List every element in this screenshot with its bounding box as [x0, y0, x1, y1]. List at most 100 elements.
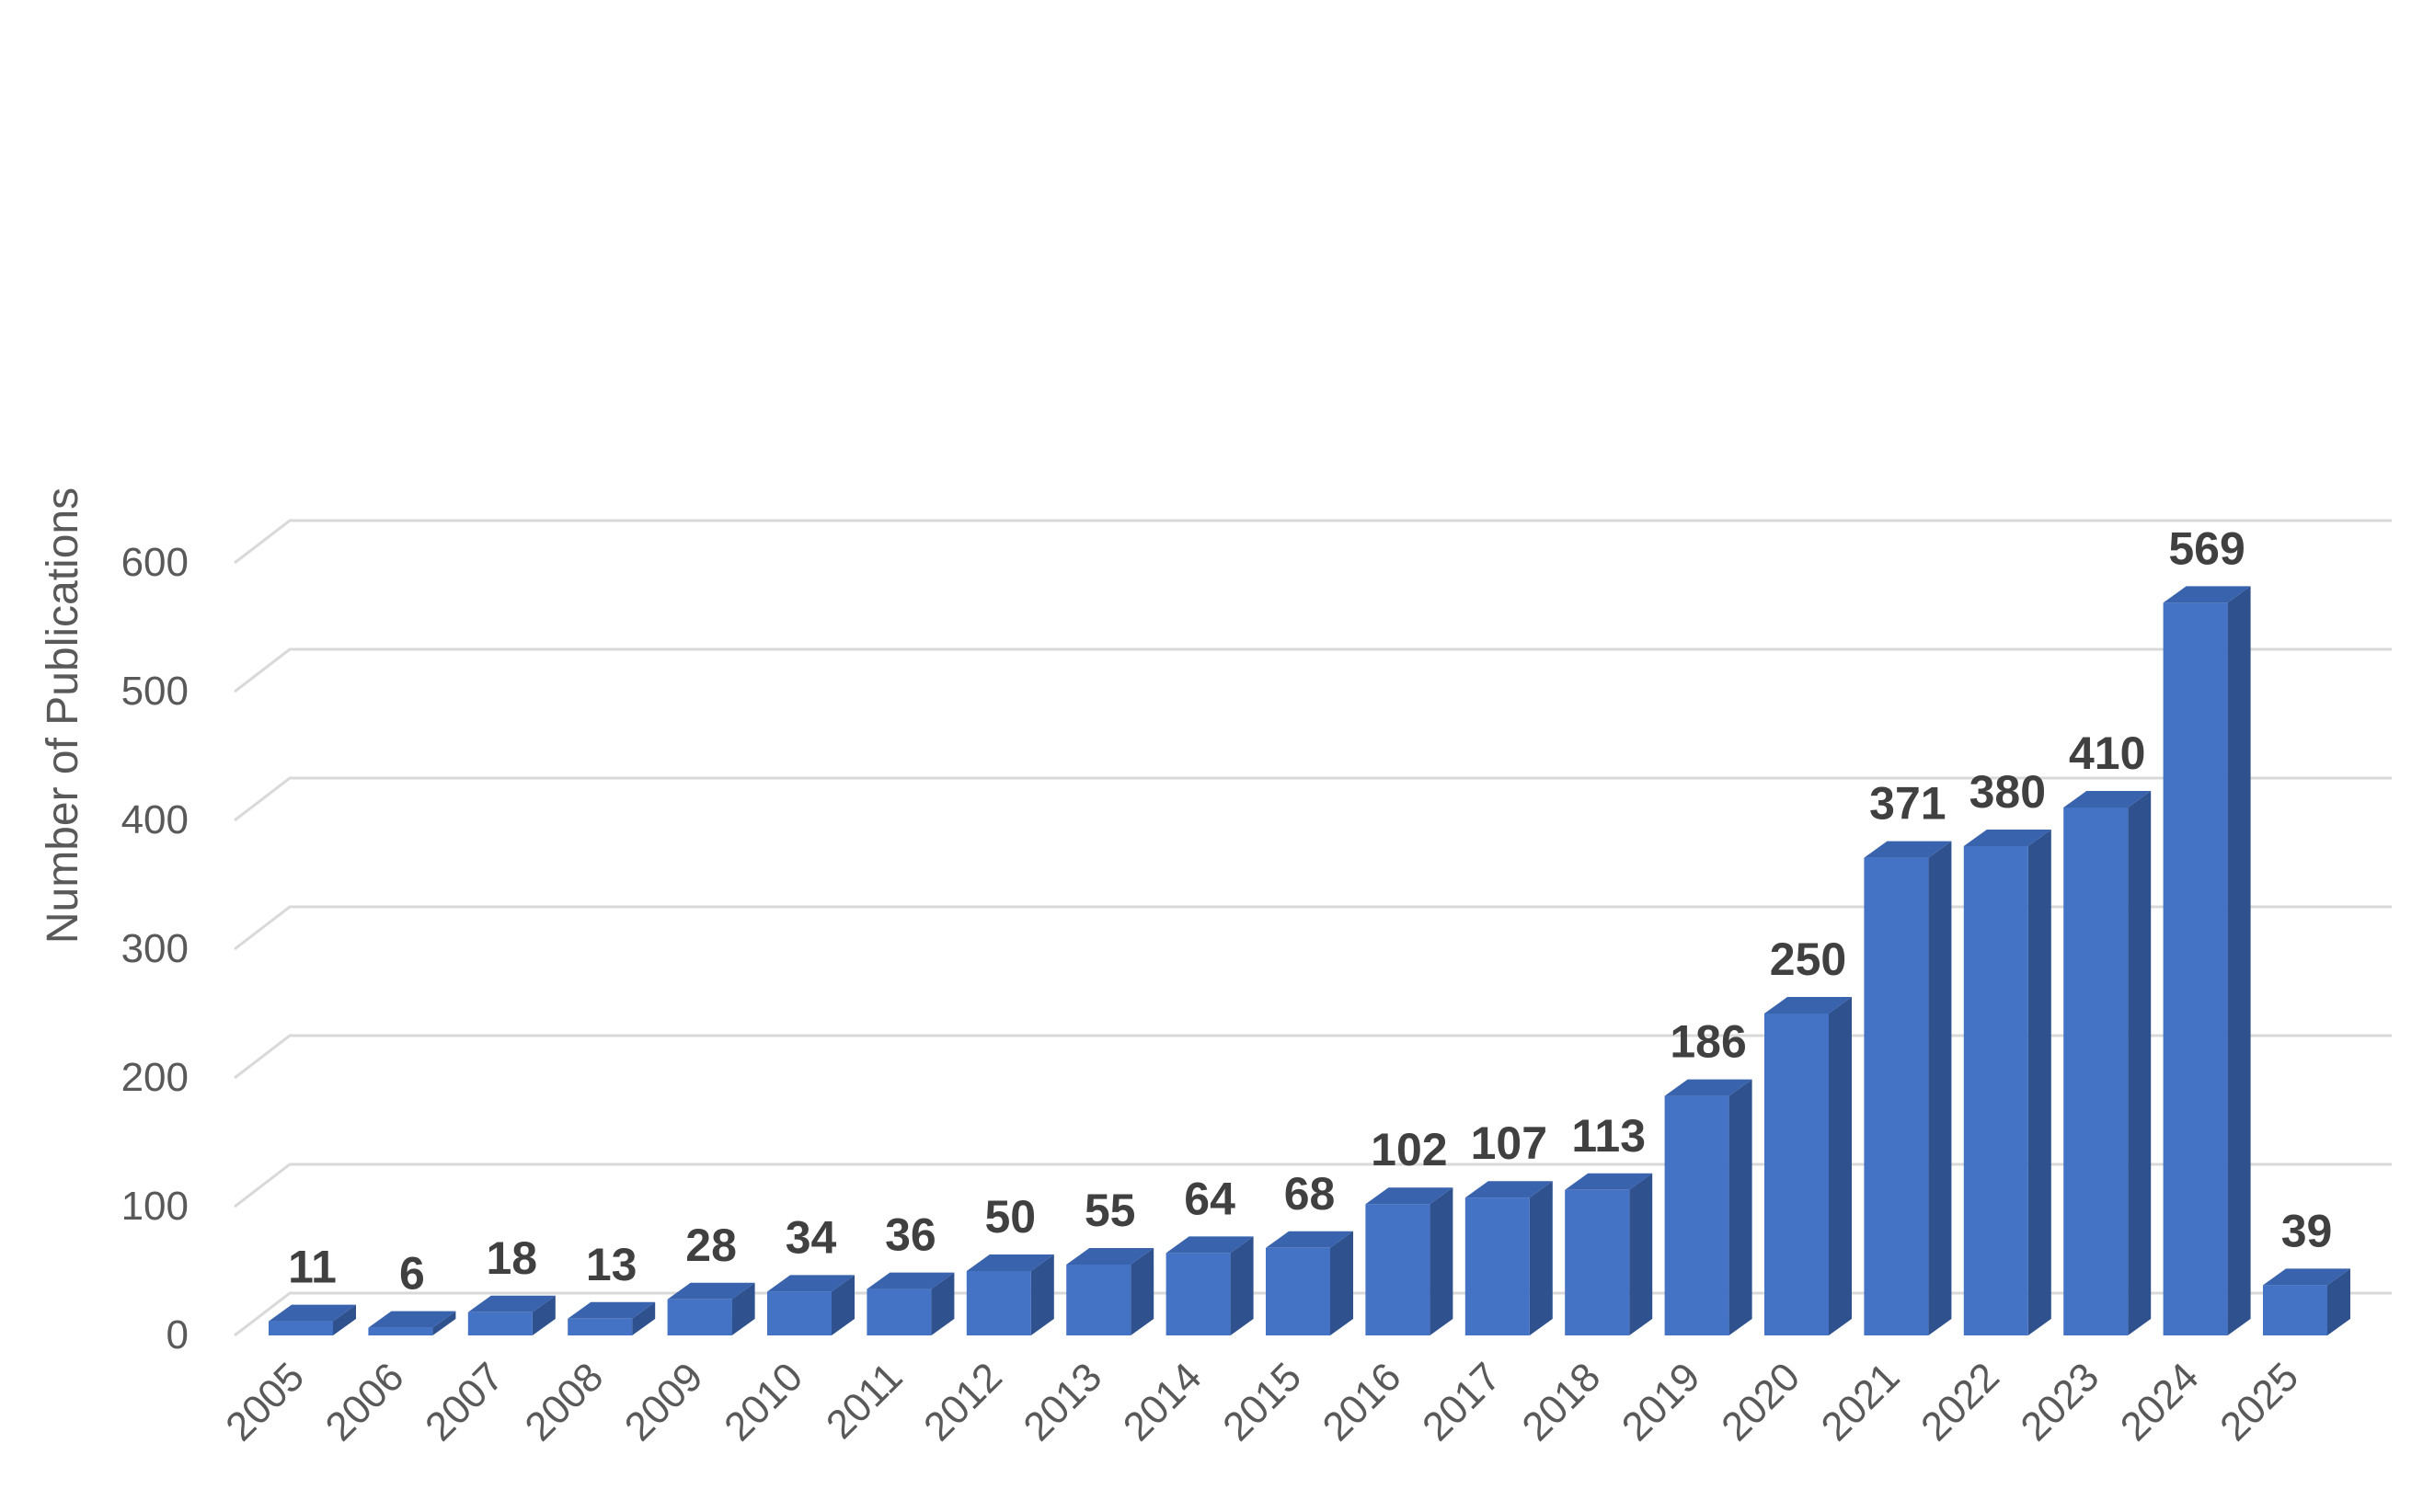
- y-tick-label: 0: [167, 1312, 189, 1357]
- x-tick-label: 2011: [818, 1354, 912, 1448]
- data-label: 39: [2281, 1205, 2333, 1256]
- bar-side: [1430, 1187, 1453, 1335]
- bar-front: [1066, 1265, 1131, 1335]
- bar-front: [1864, 857, 1929, 1335]
- x-tick-label: 2018: [1513, 1354, 1609, 1449]
- bar-side: [2128, 791, 2152, 1335]
- bar: [867, 1272, 955, 1335]
- bar: [1864, 841, 1952, 1335]
- bar-top: [867, 1272, 955, 1289]
- bar-front: [867, 1289, 932, 1335]
- bar-top: [1664, 1079, 1752, 1096]
- data-label: 28: [685, 1220, 737, 1271]
- data-label: 6: [399, 1248, 425, 1300]
- bar-front: [966, 1271, 1031, 1335]
- bar-side: [2327, 1268, 2350, 1335]
- data-label: 13: [586, 1239, 637, 1290]
- bar: [467, 1295, 556, 1335]
- x-tick-label: 2016: [1315, 1354, 1410, 1449]
- bar-side: [2027, 830, 2051, 1335]
- bar-top: [1565, 1173, 1653, 1190]
- data-label: 102: [1371, 1124, 1447, 1175]
- y-tick-label: 500: [121, 669, 189, 714]
- bar-side: [832, 1275, 855, 1335]
- gridlines: [234, 519, 2392, 1337]
- data-label: 380: [1969, 766, 2046, 818]
- data-label: 18: [486, 1232, 537, 1284]
- x-tick-label: 2020: [1713, 1354, 1809, 1449]
- bar: [2263, 1268, 2350, 1335]
- bar-top: [368, 1311, 456, 1328]
- bar: [1664, 1079, 1752, 1335]
- x-tick-label: 2008: [516, 1354, 612, 1449]
- bar: [1266, 1231, 1353, 1335]
- bar-side: [2227, 586, 2251, 1335]
- bar: [1963, 830, 2051, 1335]
- bar-top: [2163, 586, 2251, 603]
- bar-front: [1664, 1095, 1729, 1335]
- data-label: 11: [288, 1242, 337, 1293]
- bar-side: [632, 1301, 656, 1335]
- gridline: [234, 647, 2392, 693]
- bar-top: [1166, 1236, 1254, 1254]
- x-tick-label: 2015: [1214, 1354, 1310, 1449]
- x-axis-ticks: 2005 2006 2007 2008 2009 2010 2011 2012 2013 2014…: [217, 1354, 2307, 1449]
- bar-top: [1266, 1231, 1353, 1248]
- x-tick-label: 2019: [1613, 1354, 1709, 1449]
- bar: [1764, 997, 1852, 1335]
- bar-side: [1230, 1236, 1254, 1335]
- bar-top: [1963, 830, 2051, 846]
- x-tick-label: 2005: [217, 1354, 313, 1449]
- bar-front: [2263, 1285, 2327, 1335]
- data-label: 34: [786, 1211, 837, 1263]
- bar: [1166, 1236, 1254, 1335]
- gridline: [234, 1034, 2392, 1080]
- data-label: 68: [1284, 1168, 1336, 1220]
- bar-top: [269, 1304, 356, 1322]
- bar-top: [467, 1295, 556, 1312]
- bar-side: [333, 1304, 356, 1335]
- bar-side: [1030, 1254, 1054, 1335]
- bar: [667, 1282, 755, 1335]
- bar-top: [2263, 1268, 2350, 1286]
- bar: [568, 1301, 656, 1335]
- x-tick-label: 2013: [1015, 1354, 1110, 1449]
- bar-side: [1829, 997, 1852, 1335]
- bar-front: [2063, 808, 2129, 1335]
- bar-front: [269, 1321, 333, 1335]
- data-label: 36: [885, 1209, 936, 1261]
- bar-side: [1131, 1248, 1154, 1335]
- y-axis-title: Number of Publications: [39, 487, 87, 944]
- bar-top: [1066, 1248, 1154, 1265]
- bar-side: [731, 1282, 755, 1335]
- y-tick-label: 600: [121, 540, 189, 585]
- bar-top: [767, 1275, 855, 1292]
- bar-front: [1963, 846, 2028, 1335]
- bar: [269, 1304, 356, 1335]
- bar-front: [467, 1312, 533, 1335]
- x-tick-label: 2009: [616, 1354, 712, 1449]
- bar-side: [1928, 841, 1952, 1335]
- bar-front: [1764, 1014, 1829, 1335]
- bar-side: [1629, 1173, 1653, 1335]
- x-tick-label: 2022: [1912, 1354, 2008, 1449]
- bar-front: [1166, 1253, 1231, 1335]
- x-tick-label: 2024: [2112, 1354, 2208, 1449]
- bar-top: [1464, 1181, 1553, 1198]
- bar-top: [966, 1254, 1054, 1271]
- bar-top: [1365, 1187, 1453, 1205]
- bar-side: [1728, 1079, 1752, 1335]
- bar-top: [1864, 841, 1952, 858]
- x-tick-label: 2023: [2012, 1354, 2107, 1449]
- bar-front: [568, 1318, 633, 1335]
- bar-front: [2163, 602, 2228, 1335]
- data-labels: 11 6 18 13 28 34 36 50 55 64 68 102 107 113 186 250 371 3…: [288, 522, 2332, 1299]
- bar-front: [1464, 1197, 1530, 1335]
- bar-side: [1330, 1231, 1353, 1335]
- x-tick-label: 2012: [915, 1354, 1011, 1449]
- bar-top: [2063, 791, 2152, 808]
- data-label: 569: [2168, 522, 2245, 574]
- y-tick-label: 200: [121, 1055, 189, 1100]
